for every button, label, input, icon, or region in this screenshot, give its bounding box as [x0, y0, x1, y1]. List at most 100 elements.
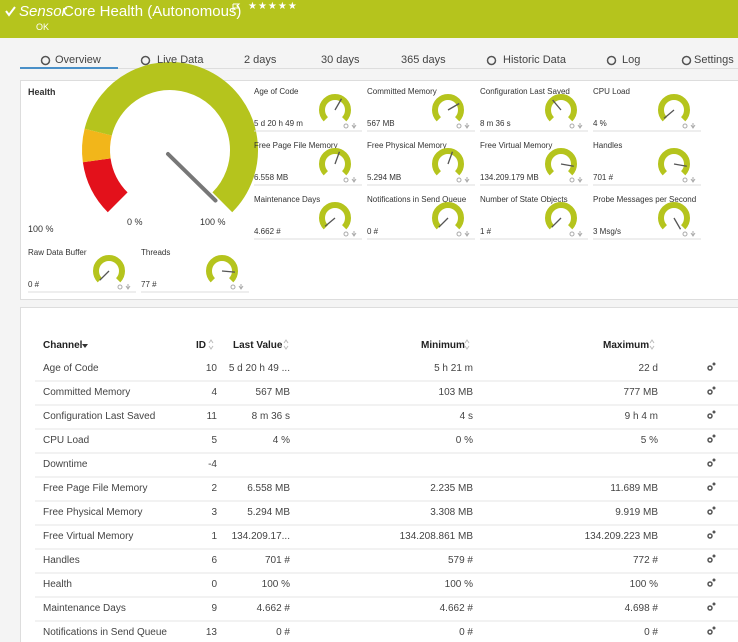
mini-gauge-needle: [552, 218, 561, 227]
sensor-prefix: Sensor: [19, 3, 67, 20]
gauge-tool: [344, 124, 348, 128]
gauge-pin: [578, 231, 582, 236]
mini-gauge-needle: [325, 218, 335, 226]
row-action-dot: [713, 411, 716, 414]
mini-gauge-arc: [435, 97, 461, 119]
row-action: [708, 582, 712, 586]
row-action: [708, 630, 712, 634]
tab[interactable]: 365 days: [401, 54, 446, 66]
mini-gauge-arc: [209, 258, 235, 280]
tab[interactable]: Overview: [55, 54, 101, 66]
mini-gauge: [28, 245, 136, 295]
sort-toggle: [284, 340, 288, 349]
mini-gauge-needle: [439, 218, 448, 227]
mini-gauge: [593, 192, 701, 242]
mini-gauge: [141, 245, 249, 295]
sort-toggle: [209, 340, 213, 349]
gauge-pin: [691, 231, 695, 236]
header-bar: Sensor Core Health (Autonomous) ★★★★★ OK: [0, 0, 738, 38]
mini-gauge-arc: [661, 97, 687, 119]
icon-shape: [608, 57, 616, 65]
mini-gauge-arc: [661, 151, 687, 173]
flag-icon[interactable]: [231, 3, 241, 13]
sort-arrow: [82, 344, 88, 348]
live-icon: [140, 55, 151, 66]
tab[interactable]: Log: [622, 54, 640, 66]
sort-toggle: [650, 340, 654, 349]
mini-gauge-arc: [322, 205, 348, 227]
icon-shape: [488, 57, 496, 65]
mini-gauge: [367, 84, 475, 134]
gauge-red: [97, 160, 118, 202]
row-action-dot: [713, 507, 716, 510]
gauge-pin: [352, 177, 356, 182]
row-action: [708, 558, 712, 562]
settings-icon: [681, 55, 692, 66]
mini-gauge-needle: [674, 218, 681, 229]
gauge-pin: [352, 231, 356, 236]
mini-gauge: [480, 138, 588, 188]
mini-gauge: [254, 84, 362, 134]
row-action: [708, 534, 712, 538]
mini-gauge: [593, 138, 701, 188]
gauge-pin: [578, 177, 582, 182]
mini-gauge-needle: [100, 271, 109, 280]
table-graphics: [0, 336, 738, 642]
gauge-pin: [239, 284, 243, 289]
row-action-dot: [713, 555, 716, 558]
mini-gauge-arc: [322, 151, 348, 173]
row-action: [708, 510, 712, 514]
gauge-orange: [96, 132, 98, 160]
mini-gauge: [254, 192, 362, 242]
mini-gauge: [593, 84, 701, 134]
row-action-dot: [713, 435, 716, 438]
tab[interactable]: 30 days: [321, 54, 360, 66]
gauge-tool: [570, 178, 574, 182]
priority-stars[interactable]: ★★★★★: [248, 1, 298, 12]
gauge-tool: [457, 124, 461, 128]
mini-gauge-arc: [548, 205, 574, 227]
row-action-dot: [713, 579, 716, 582]
mini-gauge-arc: [322, 97, 348, 119]
mini-gauge: [254, 138, 362, 188]
mini-gauge: [367, 192, 475, 242]
tab[interactable]: Settings: [694, 54, 734, 66]
gauge-pin: [691, 123, 695, 128]
gauge-pin: [578, 123, 582, 128]
gauge-tool: [344, 178, 348, 182]
gauge-tool: [570, 232, 574, 236]
gauge-pin: [465, 231, 469, 236]
icon-shape: [42, 57, 50, 65]
icon-shape: [683, 57, 691, 65]
row-action: [708, 486, 712, 490]
gauge-pin: [126, 284, 130, 289]
tab[interactable]: Historic Data: [503, 54, 566, 66]
gauge-needle: [168, 154, 216, 201]
row-action: [708, 438, 712, 442]
mini-gauge-arc: [435, 205, 461, 227]
gauge-tool: [683, 232, 687, 236]
mini-gauge-arc: [96, 258, 122, 280]
row-action-dot: [713, 363, 716, 366]
mini-gauge-arc: [435, 151, 461, 173]
icon-shape: [142, 57, 150, 65]
row-action: [708, 606, 712, 610]
health-title: Health: [28, 87, 56, 97]
row-action-dot: [713, 531, 716, 534]
row-action-dot: [713, 627, 716, 630]
health-value: 100 %: [28, 224, 54, 234]
row-action: [708, 390, 712, 394]
tab[interactable]: Live Data: [157, 54, 203, 66]
mini-gauge-arc: [548, 97, 574, 119]
status-text: OK: [36, 22, 49, 32]
check-icon: [4, 5, 16, 17]
tab[interactable]: 2 days: [244, 54, 276, 66]
mini-gauge: [480, 192, 588, 242]
gauge-tool: [231, 285, 235, 289]
historic-icon: [486, 55, 497, 66]
gauge-tool: [457, 178, 461, 182]
gauge-tool: [570, 124, 574, 128]
gauge-tool: [344, 232, 348, 236]
gauge-pin: [465, 177, 469, 182]
gauge-pin: [352, 123, 356, 128]
